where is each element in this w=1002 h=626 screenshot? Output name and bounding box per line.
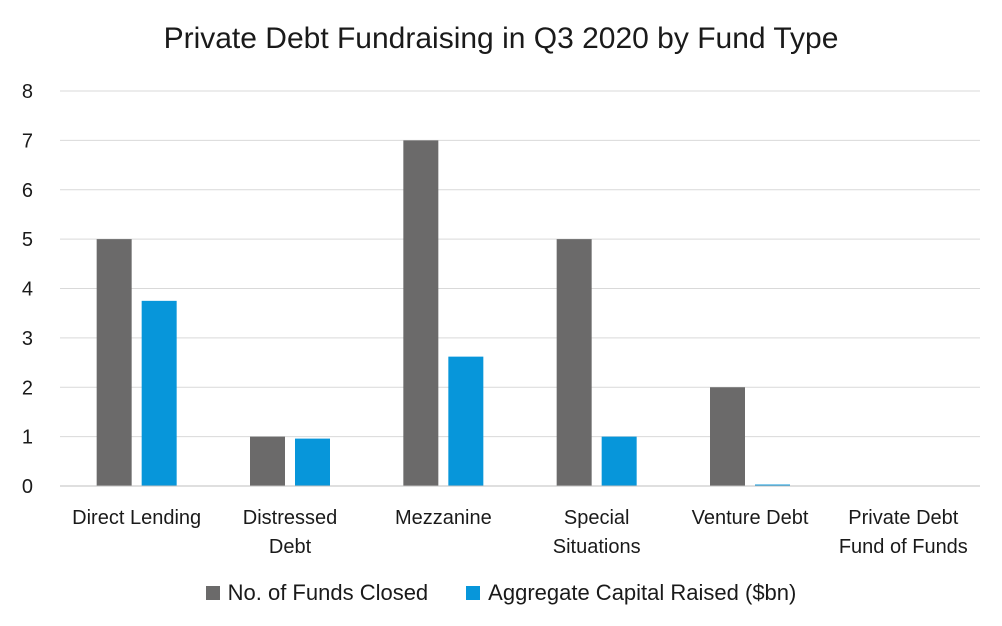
y-tick-label: 1: [22, 427, 33, 449]
legend-label-capital-raised: Aggregate Capital Raised ($bn): [488, 580, 797, 605]
legend-item-capital-raised: Aggregate Capital Raised ($bn): [466, 580, 796, 606]
category-label: Private Debt Fund of Funds: [839, 507, 968, 558]
category-label: Mezzanine: [395, 507, 492, 529]
y-tick-label: 6: [22, 180, 33, 202]
y-axis-ticks: 0 1 2 3 4 5 6 7 8: [22, 81, 33, 498]
y-tick-label: 0: [22, 476, 33, 498]
category-label: Special Situations: [553, 507, 641, 558]
bar-funds-closed: [96, 239, 132, 486]
y-tick-label: 3: [22, 328, 33, 350]
category-label: Direct Lending: [72, 507, 201, 529]
chart-title: Private Debt Fundraising in Q3 2020 by F…: [163, 22, 839, 55]
bar-funds-closed: [556, 239, 592, 486]
legend-item-funds-closed: No. of Funds Closed: [205, 580, 429, 606]
y-tick-label: 4: [22, 279, 33, 301]
legend-label-funds-closed: No. of Funds Closed: [227, 580, 429, 605]
bar-capital-raised: [448, 356, 484, 486]
bar-funds-closed: [250, 436, 285, 486]
y-tick-label: 8: [22, 81, 33, 103]
bar-funds-closed: [403, 140, 439, 486]
category-label: Venture Debt: [692, 507, 809, 529]
y-tick-label: 7: [22, 130, 33, 152]
gridlines: [60, 90, 980, 438]
bar-funds-closed: [710, 387, 745, 486]
legend-swatch-capital-raised: [466, 586, 481, 600]
bar-capital-raised: [141, 300, 177, 486]
y-tick-label: 5: [22, 229, 33, 251]
bar-capital-raised: [601, 436, 637, 486]
bars: [96, 140, 790, 486]
y-tick-label: 2: [22, 377, 33, 399]
bar-capital-raised: [755, 484, 790, 486]
legend: No. of Funds Closed Aggregate Capital Ra…: [0, 580, 1002, 606]
category-label: Distressed Debt: [243, 507, 337, 558]
legend-swatch-funds-closed: [205, 586, 220, 600]
x-axis-categories: Direct Lending Distressed Debt Mezzanine Spe…: [72, 507, 968, 558]
bar-capital-raised: [295, 438, 330, 486]
